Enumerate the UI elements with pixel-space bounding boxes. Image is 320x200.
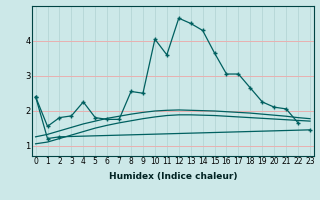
X-axis label: Humidex (Indice chaleur): Humidex (Indice chaleur) [108, 172, 237, 181]
